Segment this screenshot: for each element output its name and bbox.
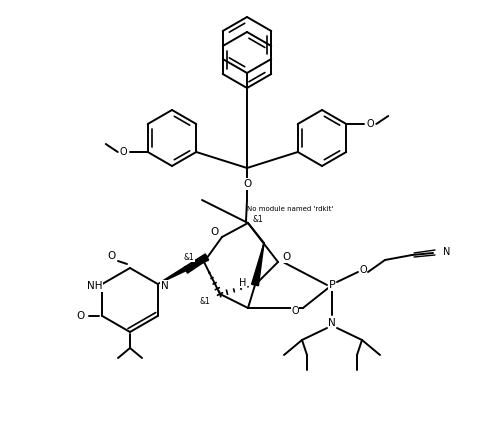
Text: O: O: [107, 251, 115, 261]
Text: N: N: [161, 281, 168, 291]
Text: O: O: [359, 265, 367, 275]
Text: O: O: [210, 227, 218, 237]
Polygon shape: [251, 243, 264, 286]
Text: &1: &1: [252, 214, 263, 224]
Text: O: O: [76, 311, 84, 321]
Text: H: H: [239, 278, 247, 288]
Text: &1: &1: [200, 297, 210, 306]
Text: O: O: [120, 147, 127, 157]
Polygon shape: [185, 262, 204, 273]
Text: P: P: [329, 280, 335, 290]
Text: NH: NH: [86, 281, 102, 291]
Text: O: O: [291, 306, 299, 316]
Text: N: N: [328, 318, 336, 328]
Polygon shape: [158, 254, 208, 284]
Text: &1: &1: [184, 252, 194, 262]
Text: O: O: [367, 119, 374, 129]
Text: N: N: [443, 247, 451, 257]
Text: O: O: [282, 252, 290, 262]
Text: No module named 'rdkit': No module named 'rdkit': [247, 206, 333, 212]
Text: O: O: [243, 179, 251, 189]
